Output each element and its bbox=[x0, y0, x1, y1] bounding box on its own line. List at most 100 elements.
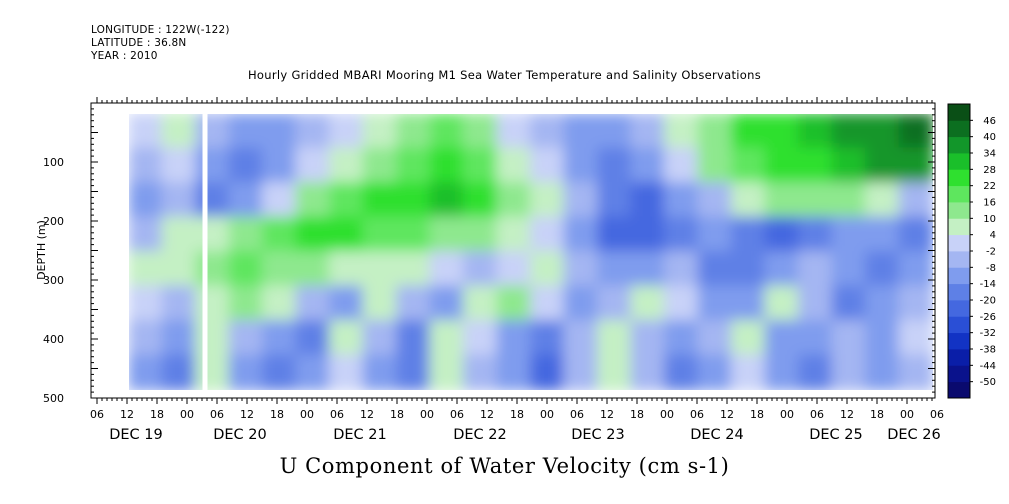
x-hour-label: 06 bbox=[450, 408, 464, 421]
heatmap-cell bbox=[831, 320, 867, 357]
heatmap-cell bbox=[161, 285, 197, 322]
heatmap-cell bbox=[798, 182, 834, 219]
heatmap-cell bbox=[161, 251, 197, 288]
heatmap-cell bbox=[129, 147, 164, 184]
x-day-label: DEC 21 bbox=[333, 427, 387, 443]
heatmap-cell bbox=[831, 354, 867, 390]
heatmap-cell bbox=[630, 114, 666, 150]
heatmap-cell bbox=[597, 216, 633, 253]
x-hour-label: 00 bbox=[540, 408, 554, 421]
y-tick-label: 300 bbox=[43, 274, 64, 287]
heatmap-cell bbox=[530, 216, 566, 253]
y-tick-label: 200 bbox=[43, 215, 64, 228]
heatmap-cell bbox=[262, 354, 298, 390]
heatmap-cell bbox=[228, 285, 264, 322]
heatmap-cell bbox=[563, 320, 599, 357]
x-hour-label: 18 bbox=[750, 408, 764, 421]
heatmap-cell bbox=[262, 114, 298, 150]
heatmap-cell bbox=[865, 216, 901, 253]
heatmap-cell bbox=[262, 182, 298, 219]
heatmap-cell bbox=[563, 354, 599, 390]
colorbar-swatch bbox=[948, 283, 970, 301]
heatmap-cell bbox=[463, 147, 499, 184]
colorbar-swatch bbox=[948, 185, 970, 203]
heatmap-cell bbox=[597, 251, 633, 288]
heatmap-cell bbox=[664, 114, 700, 150]
heatmap-cell bbox=[798, 251, 834, 288]
heatmap-cell bbox=[262, 251, 298, 288]
heatmap-cell bbox=[563, 182, 599, 219]
x-hour-label: 18 bbox=[870, 408, 884, 421]
colorbar-tick-label: 16 bbox=[983, 198, 996, 209]
colorbar-tick-label: 28 bbox=[983, 165, 996, 176]
heatmap-cell bbox=[597, 147, 633, 184]
heatmap-cell bbox=[329, 182, 365, 219]
heatmap-cell bbox=[295, 251, 331, 288]
heatmap-cell bbox=[429, 216, 465, 253]
colorbar-tick-label: -44 bbox=[980, 361, 996, 372]
x-day-label: DEC 22 bbox=[453, 427, 507, 443]
heatmap-cell bbox=[228, 354, 264, 390]
heatmap-cell bbox=[161, 320, 197, 357]
heatmap-cell bbox=[563, 114, 599, 150]
heatmap-cell bbox=[630, 285, 666, 322]
heatmap-cell bbox=[362, 354, 398, 390]
heatmap-cell bbox=[396, 216, 432, 253]
x-hour-label: 12 bbox=[720, 408, 734, 421]
heatmap-cell bbox=[731, 216, 767, 253]
heatmap-cell bbox=[129, 320, 164, 357]
heatmap-cell bbox=[664, 354, 700, 390]
heatmap-cell bbox=[697, 216, 733, 253]
heatmap-cell bbox=[362, 182, 398, 219]
x-hour-label: 06 bbox=[570, 408, 584, 421]
heatmap-cell bbox=[530, 251, 566, 288]
colorbar-swatch bbox=[948, 316, 970, 334]
heatmap-cell bbox=[329, 251, 365, 288]
heatmap-cell bbox=[429, 354, 465, 390]
heatmap-cell bbox=[295, 216, 331, 253]
heatmap-cell bbox=[228, 251, 264, 288]
x-hour-label: 06 bbox=[690, 408, 704, 421]
heatmap-cell bbox=[563, 285, 599, 322]
heatmap-cell bbox=[764, 285, 800, 322]
x-hour-label: 12 bbox=[840, 408, 854, 421]
heatmap-cell bbox=[697, 354, 733, 390]
heatmap-cell bbox=[228, 114, 264, 150]
heatmap-cell bbox=[463, 354, 499, 390]
colorbar-tick-label: 10 bbox=[983, 214, 996, 225]
heatmap-cell bbox=[496, 147, 532, 184]
colorbar-tick-label: -14 bbox=[980, 279, 996, 290]
heatmap-cell bbox=[731, 354, 767, 390]
heatmap-cell bbox=[764, 114, 800, 150]
heatmap-cell bbox=[161, 114, 197, 150]
heatmap-cell bbox=[697, 285, 733, 322]
heatmap-cell bbox=[195, 114, 231, 150]
heatmap-cell bbox=[697, 182, 733, 219]
heatmap-cell bbox=[195, 251, 231, 288]
heatmap-cell bbox=[731, 320, 767, 357]
colorbar-swatch bbox=[948, 332, 970, 350]
heatmap-cell bbox=[195, 182, 231, 219]
heatmap-cell bbox=[597, 320, 633, 357]
heatmap-cell bbox=[429, 182, 465, 219]
heatmap-cell bbox=[530, 285, 566, 322]
heatmap-cell bbox=[262, 285, 298, 322]
heatmap-cell bbox=[831, 285, 867, 322]
x-hour-label: 06 bbox=[810, 408, 824, 421]
heatmap-cell bbox=[865, 285, 901, 322]
heatmap-cell bbox=[630, 354, 666, 390]
heatmap-cell bbox=[764, 320, 800, 357]
heatmap-cell bbox=[664, 147, 700, 184]
x-day-label: DEC 26 bbox=[887, 427, 941, 443]
heatmap-cell bbox=[161, 354, 197, 390]
y-tick-label: 500 bbox=[43, 392, 64, 405]
heatmap-cell bbox=[396, 114, 432, 150]
colorbar-swatch bbox=[948, 202, 970, 219]
heatmap-cell bbox=[898, 354, 933, 390]
heatmap-cell bbox=[262, 216, 298, 253]
colorbar-tick-label: 46 bbox=[983, 116, 996, 127]
heatmap-cell bbox=[563, 251, 599, 288]
heatmap-cell bbox=[429, 251, 465, 288]
heatmap-cell bbox=[129, 354, 164, 390]
heatmap-cell bbox=[129, 182, 164, 219]
